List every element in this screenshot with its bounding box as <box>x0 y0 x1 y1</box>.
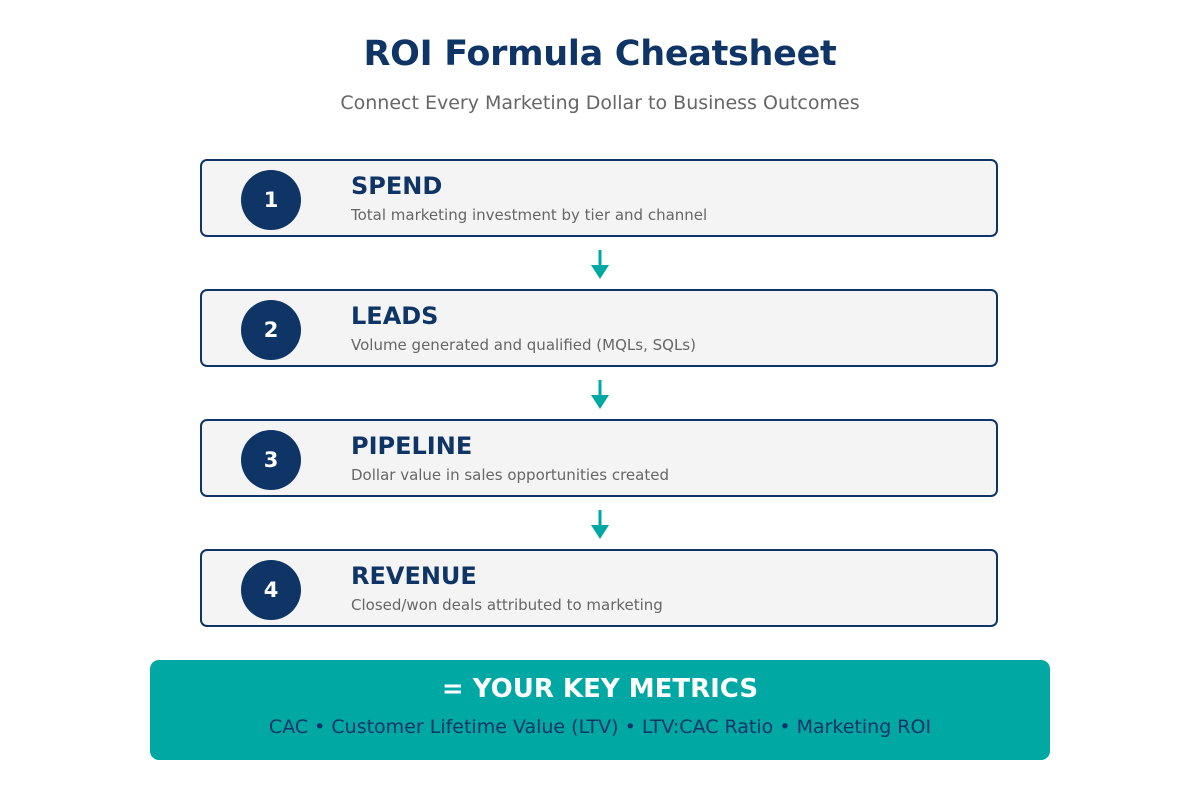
step-description: Closed/won deals attributed to marketing <box>351 596 663 614</box>
step-description: Volume generated and qualified (MQLs, SQ… <box>351 336 696 354</box>
arrow-down-icon <box>591 510 609 539</box>
step-description: Dollar value in sales opportunities crea… <box>351 466 669 484</box>
step-title: PIPELINE <box>351 432 473 460</box>
step-card-revenue: 4 REVENUE Closed/won deals attributed to… <box>200 549 998 627</box>
key-metrics-list: CAC • Customer Lifetime Value (LTV) • LT… <box>268 716 932 738</box>
step-title: LEADS <box>351 302 439 330</box>
step-number-badge: 1 <box>241 170 301 230</box>
step-card-pipeline: 3 PIPELINE Dollar value in sales opportu… <box>200 419 998 497</box>
key-metrics-box: = YOUR KEY METRICS CAC • Customer Lifeti… <box>150 660 1050 760</box>
key-metrics-title: = YOUR KEY METRICS <box>441 674 759 704</box>
arrow-down-icon <box>591 250 609 279</box>
step-number-badge: 4 <box>241 560 301 620</box>
step-card-spend: 1 SPEND Total marketing investment by ti… <box>200 159 998 237</box>
step-title: REVENUE <box>351 562 477 590</box>
page-subtitle: Connect Every Marketing Dollar to Busine… <box>340 92 860 114</box>
page-title: ROI Formula Cheatsheet <box>363 34 837 74</box>
step-description: Total marketing investment by tier and c… <box>351 206 708 224</box>
step-card-leads: 2 LEADS Volume generated and qualified (… <box>200 289 998 367</box>
step-number-badge: 3 <box>241 430 301 490</box>
step-title: SPEND <box>351 172 443 200</box>
step-number-badge: 2 <box>241 300 301 360</box>
arrow-down-icon <box>591 380 609 409</box>
